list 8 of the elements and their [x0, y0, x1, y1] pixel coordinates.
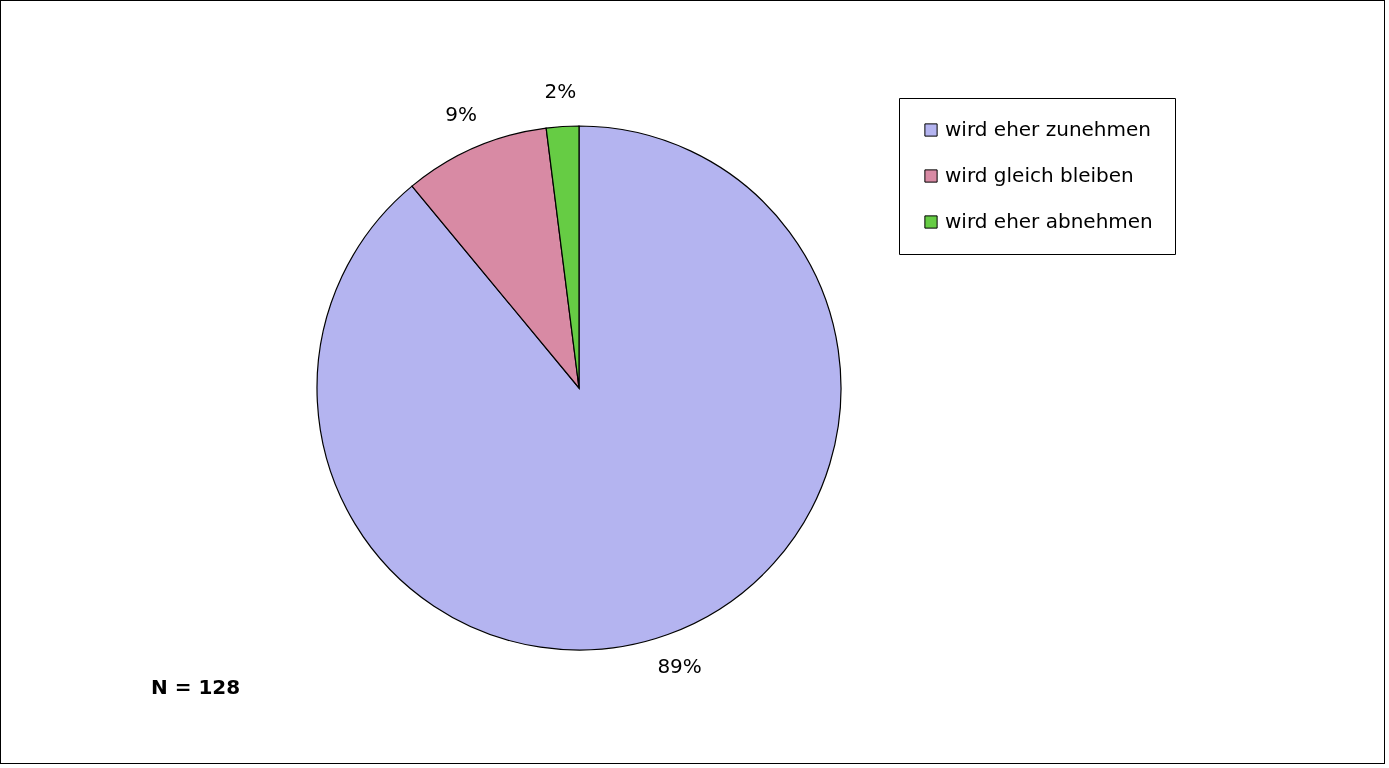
- pie-slice: [316, 125, 842, 651]
- legend-label: wird eher abnehmen: [945, 209, 1153, 233]
- data-label: 89%: [657, 654, 702, 679]
- data-label: 2%: [544, 78, 577, 103]
- text: N = 128: [151, 675, 241, 699]
- legend-label: wird gleich bleiben: [945, 163, 1134, 187]
- data-label: 9%: [445, 102, 477, 127]
- legend-label: wird eher zunehmen: [945, 117, 1151, 141]
